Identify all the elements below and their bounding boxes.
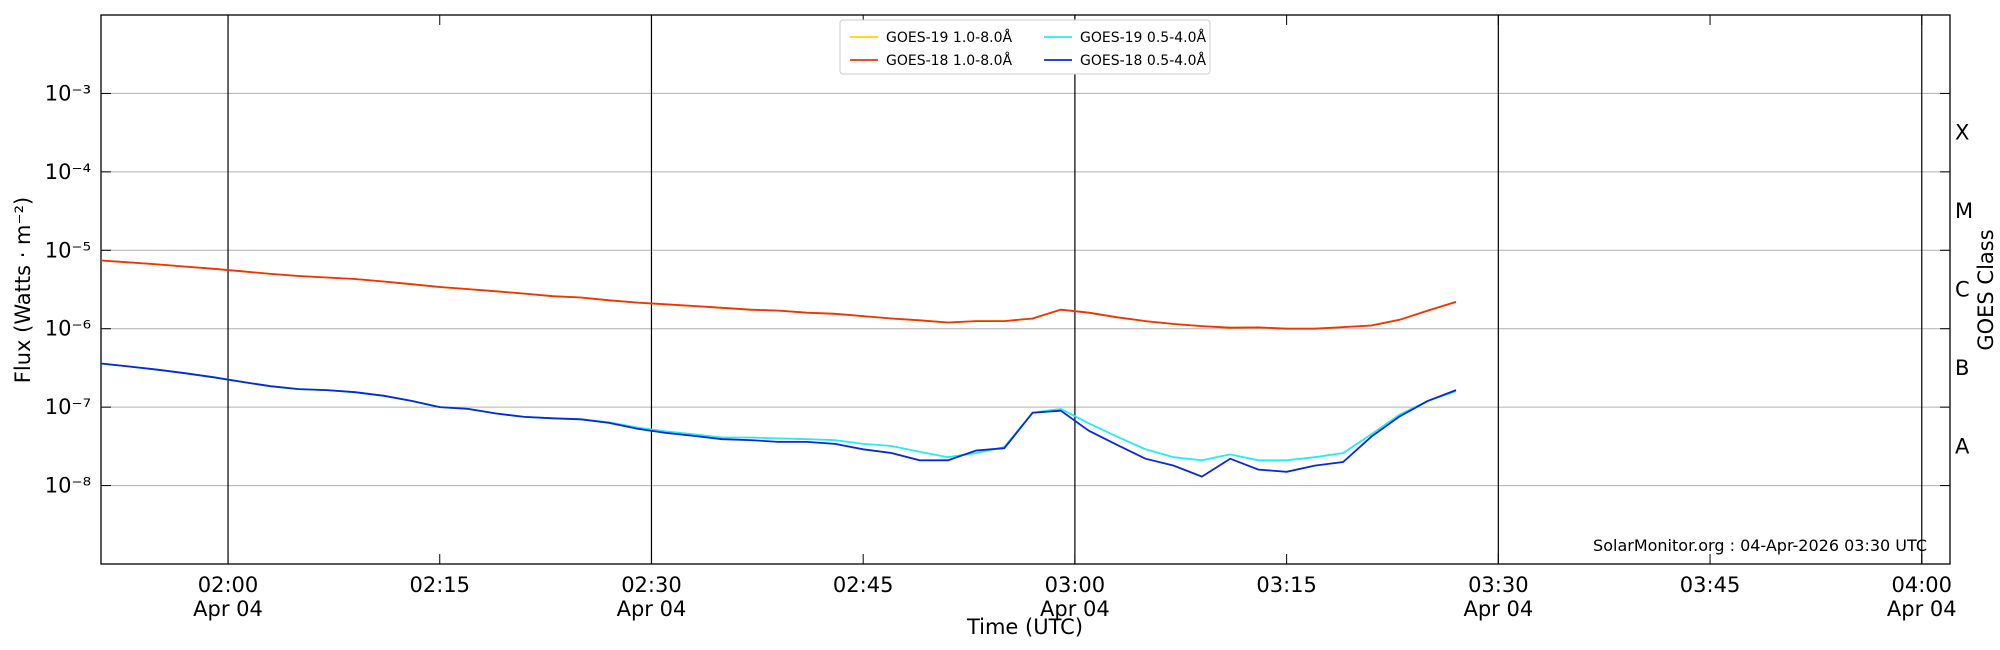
x-tick-label: 03:15 [1256,573,1317,597]
series-line [100,259,1457,330]
annotation: SolarMonitor.org : 04-Apr-2026 03:30 UTC [1593,536,1927,555]
x-axis-label: Time (UTC) [966,615,1083,639]
goes-class-label: C [1955,278,1970,302]
y-tick-label: 10⁻³ [45,81,91,105]
legend-label: GOES-19 1.0-8.0Å [886,29,1012,46]
x-tick-label: 02:30 Apr 04 [617,573,687,621]
goes-class-label: A [1955,434,1970,458]
y-tick-label: 10⁻⁶ [45,317,91,341]
x-tick-label: 03:00 Apr 04 [1040,573,1110,621]
x-tick-label: 02:15 [409,573,470,597]
series-line [100,259,1457,330]
y-tick-label: 10⁻⁵ [45,238,91,262]
x-tick-label: 02:45 [833,573,894,597]
y-tick-label: 10⁻⁷ [45,395,91,419]
y-tick-label: 10⁻⁸ [45,474,91,498]
x-tick-label: 03:30 Apr 04 [1463,573,1533,621]
x-tick-label: 03:45 [1680,573,1741,597]
goes-class-label: M [1955,199,1973,223]
x-tick-label: 04:00 Apr 04 [1887,573,1957,621]
legend-box [839,19,1211,75]
series-line [100,362,1457,462]
legend-label: GOES-18 0.5-4.0Å [1080,52,1206,69]
y-tick-label: 10⁻⁴ [45,160,91,184]
y-axis-label: Flux (Watts · m⁻²) [11,197,35,383]
goes-class-label: B [1955,356,1969,380]
x-tick-label: 02:00 Apr 04 [193,573,263,621]
goes-class-label: X [1955,121,1969,145]
legend: GOES-19 1.0-8.0Å GOES-18 1.0-8.0Å GOES-19 … [839,19,1211,75]
legend-label: GOES-19 0.5-4.0Å [1080,29,1206,46]
y2-axis-label: GOES Class [1974,229,1998,350]
legend-label: GOES-18 1.0-8.0Å [886,52,1012,69]
series-line [100,362,1457,478]
plot-frame [100,14,1951,565]
